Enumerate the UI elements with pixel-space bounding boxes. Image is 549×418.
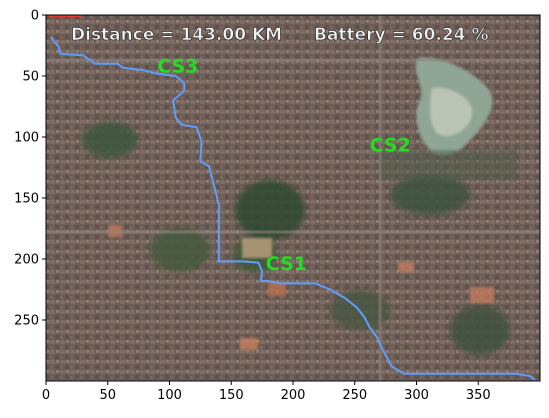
y-tick-label: 0 [31,9,39,24]
x-tick-label: 250 [342,388,367,403]
satellite-map-image: CS3 CS2 CS1 Distance = 143.00 KM Battery… [46,15,540,381]
x-tick-label: 300 [404,388,429,403]
station-label-cs1: CS1 [266,253,307,275]
route-path [50,36,536,381]
x-tick-label: 200 [281,388,306,403]
y-tick-label: 100 [14,131,39,146]
x-tick-label: 100 [157,388,182,403]
start-marker [48,15,82,17]
x-axis: 0 50 100 150 200 250 300 350 [42,381,491,403]
y-tick-label: 150 [14,192,39,207]
battery-readout: Battery = 60.24 % [314,25,488,45]
x-tick-label: 50 [99,388,116,403]
station-label-cs2: CS2 [370,135,411,157]
x-tick-label: 150 [219,388,244,403]
y-axis: 0 50 100 150 200 250 [14,9,46,329]
y-tick-label: 250 [14,314,39,329]
distance-readout: Distance = 143.00 KM [71,25,282,45]
station-label-cs3: CS3 [157,55,198,77]
y-tick-label: 200 [14,253,39,268]
x-tick-label: 0 [42,388,50,403]
x-tick-label: 350 [466,388,491,403]
y-tick-label: 50 [22,70,39,85]
